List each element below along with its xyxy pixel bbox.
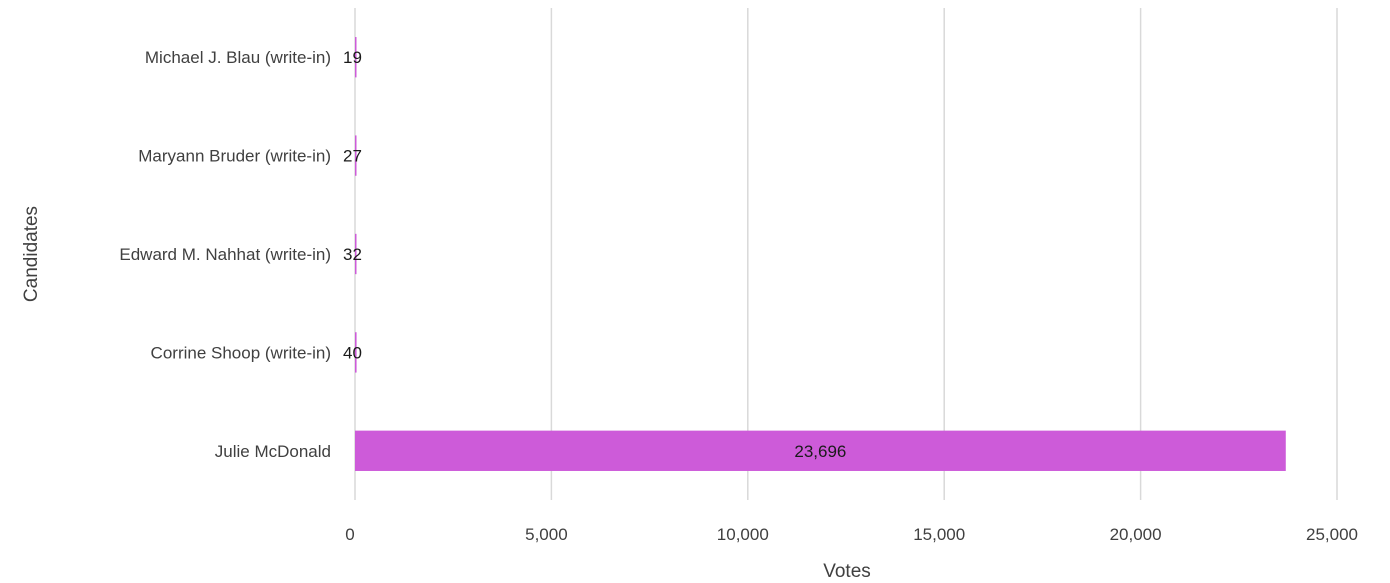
category-label: Corrine Shoop (write-in): [151, 343, 331, 362]
gridlines: [354, 8, 1338, 500]
x-tick-label: 20,000: [1110, 525, 1162, 544]
x-tick-label: 10,000: [717, 525, 769, 544]
data-label: 19: [343, 48, 362, 67]
data-label: 40: [343, 343, 362, 362]
category-label: Edward M. Nahhat (write-in): [119, 245, 331, 264]
category-label: Julie McDonald: [215, 442, 331, 461]
bar: [355, 135, 357, 176]
x-tick-labels: 0 5,000 10,000 15,000 20,000 25,000: [345, 525, 1358, 544]
x-axis-title: Votes: [823, 561, 871, 582]
bar: [355, 332, 357, 373]
bars: [355, 37, 1286, 471]
data-label: 32: [343, 245, 362, 264]
data-label: 23,696: [794, 442, 846, 461]
y-axis-title: Candidates: [21, 206, 42, 302]
bar: [355, 233, 357, 275]
x-tick-label: 5,000: [525, 525, 568, 544]
data-labels: 23,696 40 32 27 19: [343, 48, 846, 461]
category-labels: Julie McDonald Corrine Shoop (write-in) Ed…: [119, 48, 331, 461]
category-label: Michael J. Blau (write-in): [145, 48, 331, 67]
bar: [355, 430, 1286, 471]
x-tick-label: 25,000: [1306, 525, 1358, 544]
x-tick-label: 0: [345, 525, 354, 544]
bar: [355, 37, 357, 78]
data-label: 27: [343, 147, 362, 166]
x-tick-label: 15,000: [913, 525, 965, 544]
category-label: Maryann Bruder (write-in): [138, 147, 331, 166]
